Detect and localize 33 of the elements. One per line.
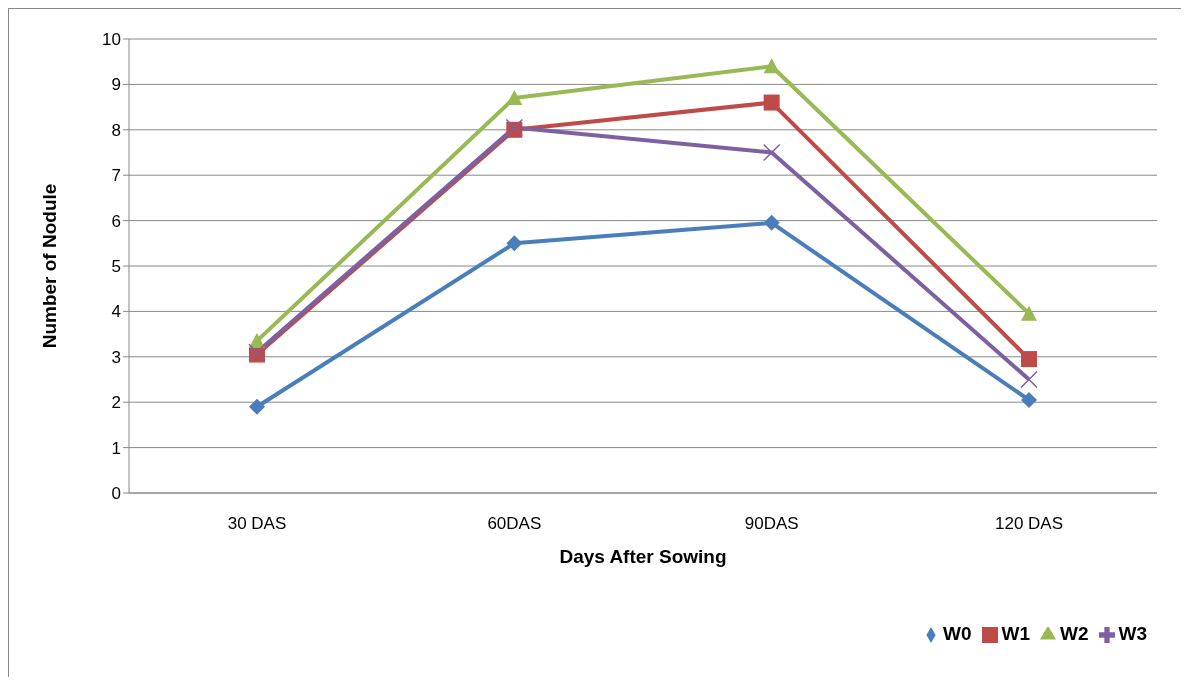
y-tick-label: 0 [111,484,121,504]
point [1020,370,1038,389]
x-tick-label: 90DAS [744,514,799,534]
point [763,58,780,74]
point [249,398,265,415]
y-tick-label: 3 [111,347,121,367]
y-tick-label: 10 [102,30,121,50]
y-tick-label: 4 [111,302,121,322]
point [506,90,523,106]
y-tick-label: 2 [111,393,121,413]
x-axis-title: Days After Sowing [559,546,727,567]
x-tick-label: 120 DAS [994,514,1064,534]
y-tick-label: 5 [111,257,121,277]
y-tick-label: 1 [111,438,121,458]
y-axis-title: Number of Nodule [38,183,60,349]
point [249,332,265,348]
point [763,214,780,231]
y-tick-label: 7 [111,166,121,186]
point [1021,351,1037,368]
x-tick-label: 30 DAS [227,514,287,534]
legend-label: W2 [1060,623,1089,644]
legend-label: W3 [1118,623,1147,644]
legend-label: W0 [943,623,972,644]
y-tick-label: 6 [111,211,121,231]
point [762,143,781,162]
y-tick-label: 9 [111,75,121,95]
point [1021,305,1037,321]
x-tick-label: 60DAS [487,514,542,534]
point [506,235,523,252]
point [763,94,780,111]
y-tick-label: 8 [111,120,121,140]
point [1021,391,1037,408]
legend-label: W1 [1001,623,1030,644]
